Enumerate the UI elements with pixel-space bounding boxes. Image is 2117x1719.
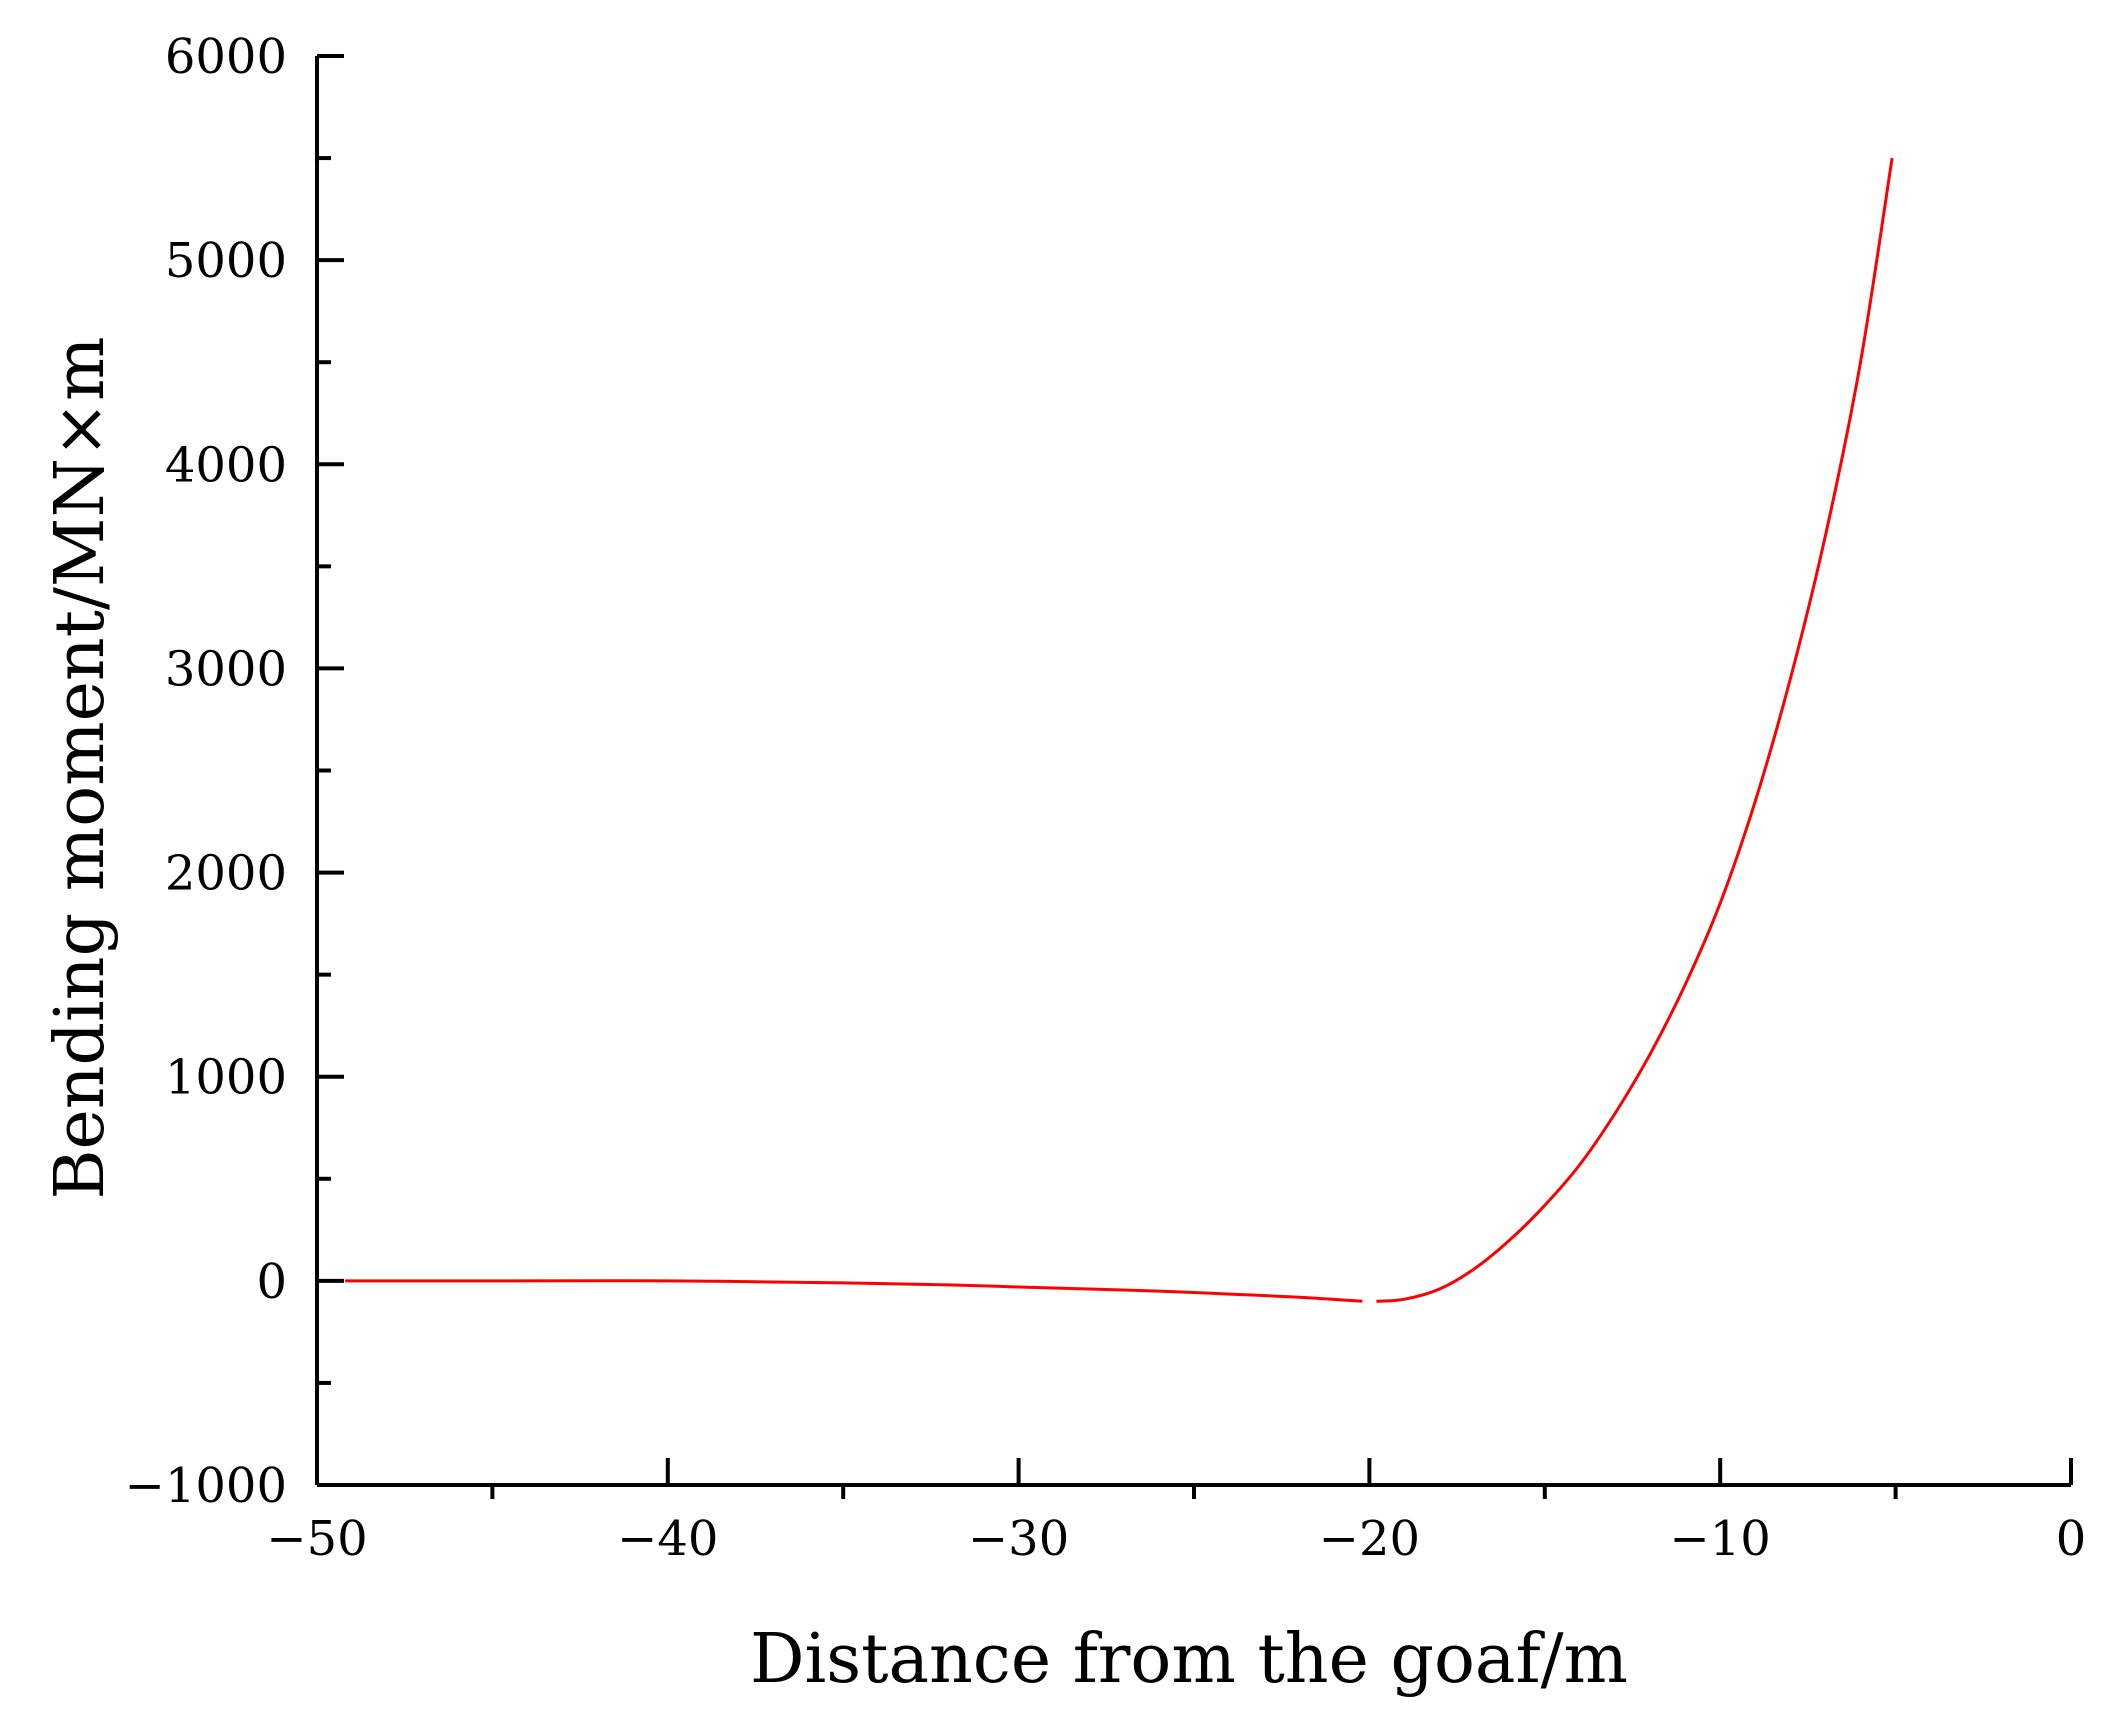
y-axis-ticks <box>317 54 344 1487</box>
x-axis-ticks <box>315 1458 2073 1499</box>
y-tick-label: 1000 <box>165 1050 287 1106</box>
x-tick-label: 0 <box>2056 1511 2087 1567</box>
y-tick-label: 6000 <box>165 29 287 85</box>
series-layer <box>345 157 1894 1303</box>
y-tick-label: 3000 <box>165 641 287 697</box>
x-tick-label: −10 <box>1670 1511 1771 1567</box>
x-axis-tick-labels: −50 −40 −30 −20 −10 0 <box>266 1511 2086 1567</box>
bending-moment-curve <box>1376 157 1894 1303</box>
x-tick-label: −40 <box>617 1511 718 1567</box>
bending-moment-curve <box>345 1279 1363 1303</box>
y-axis-tick-labels: −1000 0 1000 2000 3000 4000 5000 6000 <box>125 29 287 1514</box>
y-tick-label: 5000 <box>165 233 287 289</box>
x-tick-label: −30 <box>968 1511 1069 1567</box>
x-axis-title: Distance from the goaf/m <box>750 1620 1628 1699</box>
x-tick-label: −50 <box>266 1511 367 1567</box>
y-tick-label: 4000 <box>165 437 287 493</box>
x-tick-label: −20 <box>1319 1511 1420 1567</box>
y-axis-title: Bending moment/MN×m <box>41 337 120 1200</box>
y-tick-label: −1000 <box>125 1458 287 1514</box>
y-tick-label: 0 <box>256 1254 287 1310</box>
y-tick-label: 2000 <box>165 846 287 902</box>
